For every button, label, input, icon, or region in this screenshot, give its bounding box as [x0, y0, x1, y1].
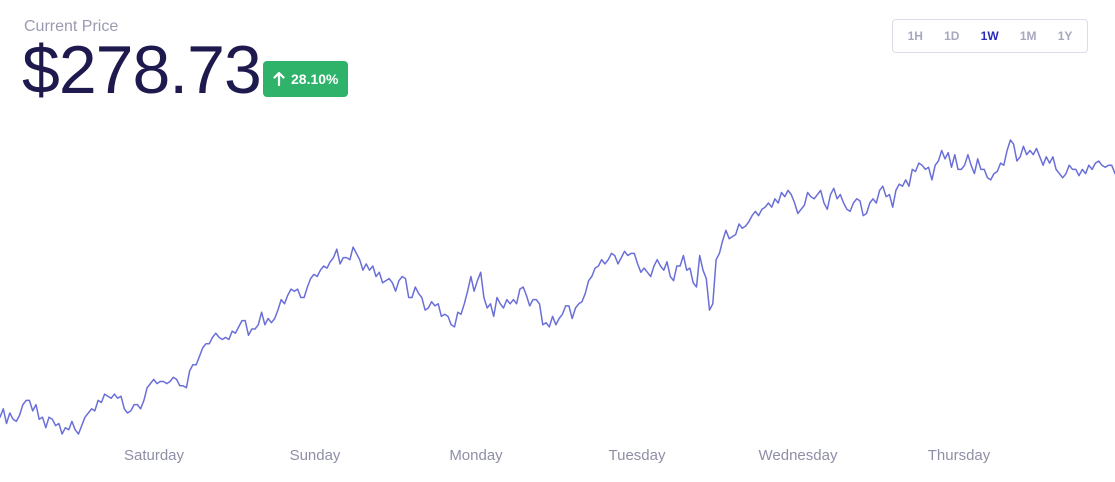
- price-series-line: [0, 139, 1115, 435]
- x-tick-label: Tuesday: [609, 447, 666, 464]
- arrow-up-icon: [273, 72, 285, 86]
- range-tab-1y[interactable]: 1Y: [1057, 29, 1073, 43]
- range-tab-1m[interactable]: 1M: [1019, 29, 1037, 43]
- x-axis: Saturday Sunday Monday Tuesday Wednesday Thur…: [124, 447, 991, 464]
- range-tab-1d[interactable]: 1D: [944, 29, 960, 43]
- current-price-label: Current Price: [24, 18, 119, 35]
- range-tab-1h[interactable]: 1H: [907, 29, 923, 43]
- current-price-value: $278.73: [22, 32, 262, 108]
- x-tick-label: Sunday: [290, 447, 341, 464]
- price-change-badge: 28.10%: [263, 61, 349, 97]
- price-change-value: 28.10%: [291, 71, 339, 87]
- x-tick-label: Thursday: [928, 447, 991, 464]
- range-tab-1w[interactable]: 1W: [980, 29, 999, 43]
- x-tick-label: Monday: [449, 447, 503, 464]
- x-tick-label: Wednesday: [759, 447, 838, 464]
- x-tick-label: Saturday: [124, 447, 185, 464]
- time-range-selector: 1H 1D 1W 1M 1Y: [892, 19, 1088, 53]
